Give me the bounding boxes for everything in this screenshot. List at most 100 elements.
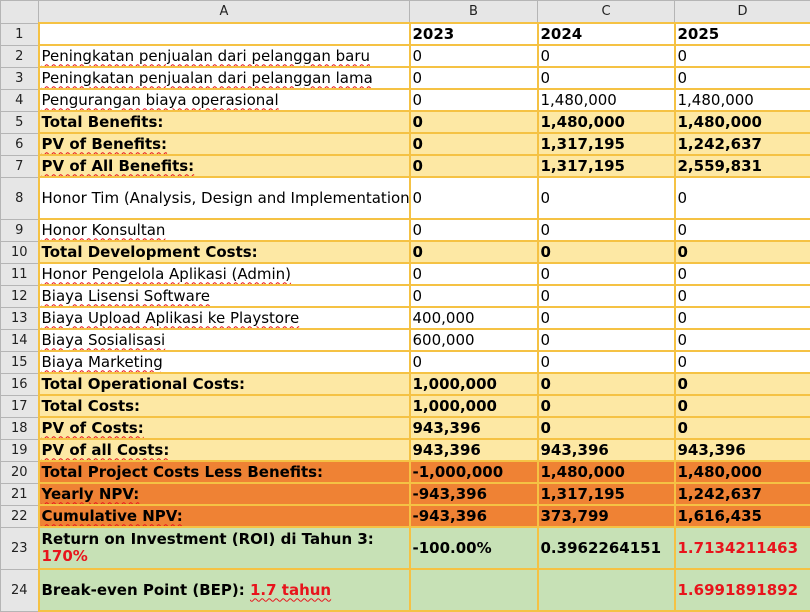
cell-b8[interactable]: 0 <box>410 177 538 219</box>
row-header[interactable]: 3 <box>1 67 39 89</box>
cell-d24[interactable]: 1.6991891892 <box>675 569 810 611</box>
row-header[interactable]: 6 <box>1 133 39 155</box>
cell-c12[interactable]: 0 <box>538 285 675 307</box>
cell-a19[interactable]: PV of all Costs: <box>39 439 410 461</box>
cell-c7[interactable]: 1,317,195 <box>538 155 675 177</box>
cell-c6[interactable]: 1,317,195 <box>538 133 675 155</box>
row-header[interactable]: 5 <box>1 111 39 133</box>
cell-b17[interactable]: 1,000,000 <box>410 395 538 417</box>
cell-a18[interactable]: PV of Costs: <box>39 417 410 439</box>
row-header[interactable]: 13 <box>1 307 39 329</box>
cell-d8[interactable]: 0 <box>675 177 810 219</box>
cell-c8[interactable]: 0 <box>538 177 675 219</box>
cell-c16[interactable]: 0 <box>538 373 675 395</box>
cell-c2[interactable]: 0 <box>538 45 675 67</box>
row-header[interactable]: 2 <box>1 45 39 67</box>
cell-b16[interactable]: 1,000,000 <box>410 373 538 395</box>
cell-d18[interactable]: 0 <box>675 417 810 439</box>
cell-d9[interactable]: 0 <box>675 219 810 241</box>
row-header[interactable]: 1 <box>1 23 39 45</box>
cell-c9[interactable]: 0 <box>538 219 675 241</box>
cell-c19[interactable]: 943,396 <box>538 439 675 461</box>
cell-c1[interactable]: 2024 <box>538 23 675 45</box>
row-header[interactable]: 14 <box>1 329 39 351</box>
cell-b7[interactable]: 0 <box>410 155 538 177</box>
cell-a7[interactable]: PV of All Benefits: <box>39 155 410 177</box>
cell-c20[interactable]: 1,480,000 <box>538 461 675 483</box>
cell-a17[interactable]: Total Costs: <box>39 395 410 417</box>
cell-a22[interactable]: Cumulative NPV: <box>39 505 410 527</box>
cell-a9[interactable]: Honor Konsultan <box>39 219 410 241</box>
cell-d3[interactable]: 0 <box>675 67 810 89</box>
row-header[interactable]: 15 <box>1 351 39 373</box>
row-header[interactable]: 4 <box>1 89 39 111</box>
cell-c24[interactable] <box>538 569 675 611</box>
cell-a8[interactable]: Honor Tim (Analysis, Design and Implemen… <box>39 177 410 219</box>
row-header[interactable]: 7 <box>1 155 39 177</box>
cell-a11[interactable]: Honor Pengelola Aplikasi (Admin) <box>39 263 410 285</box>
cell-d7[interactable]: 2,559,831 <box>675 155 810 177</box>
cell-d15[interactable]: 0 <box>675 351 810 373</box>
cell-d12[interactable]: 0 <box>675 285 810 307</box>
cell-c22[interactable]: 373,799 <box>538 505 675 527</box>
row-header[interactable]: 16 <box>1 373 39 395</box>
cell-c11[interactable]: 0 <box>538 263 675 285</box>
cell-b19[interactable]: 943,396 <box>410 439 538 461</box>
cell-c15[interactable]: 0 <box>538 351 675 373</box>
select-all-corner[interactable] <box>1 1 39 24</box>
cell-c3[interactable]: 0 <box>538 67 675 89</box>
cell-b20[interactable]: -1,000,000 <box>410 461 538 483</box>
cell-b14[interactable]: 600,000 <box>410 329 538 351</box>
row-header[interactable]: 19 <box>1 439 39 461</box>
cell-c5[interactable]: 1,480,000 <box>538 111 675 133</box>
cell-b9[interactable]: 0 <box>410 219 538 241</box>
row-header[interactable]: 10 <box>1 241 39 263</box>
cell-c21[interactable]: 1,317,195 <box>538 483 675 505</box>
column-header-b[interactable]: B <box>410 1 538 24</box>
cell-b11[interactable]: 0 <box>410 263 538 285</box>
cell-d2[interactable]: 0 <box>675 45 810 67</box>
cell-b3[interactable]: 0 <box>410 67 538 89</box>
cell-b24[interactable] <box>410 569 538 611</box>
row-header[interactable]: 23 <box>1 527 39 569</box>
cell-b12[interactable]: 0 <box>410 285 538 307</box>
cell-d17[interactable]: 0 <box>675 395 810 417</box>
cell-c13[interactable]: 0 <box>538 307 675 329</box>
cell-b10[interactable]: 0 <box>410 241 538 263</box>
cell-c14[interactable]: 0 <box>538 329 675 351</box>
cell-a15[interactable]: Biaya Marketing <box>39 351 410 373</box>
cell-a3[interactable]: Peningkatan penjualan dari pelanggan lam… <box>39 67 410 89</box>
row-header[interactable]: 11 <box>1 263 39 285</box>
row-header[interactable]: 21 <box>1 483 39 505</box>
cell-b1[interactable]: 2023 <box>410 23 538 45</box>
cell-c23[interactable]: 0.3962264151 <box>538 527 675 569</box>
cell-a10[interactable]: Total Development Costs: <box>39 241 410 263</box>
row-header[interactable]: 9 <box>1 219 39 241</box>
row-header[interactable]: 8 <box>1 177 39 219</box>
cell-d5[interactable]: 1,480,000 <box>675 111 810 133</box>
cell-b22[interactable]: -943,396 <box>410 505 538 527</box>
cell-b18[interactable]: 943,396 <box>410 417 538 439</box>
cell-d11[interactable]: 0 <box>675 263 810 285</box>
cell-a14[interactable]: Biaya Sosialisasi <box>39 329 410 351</box>
cell-a24[interactable]: Break-even Point (BEP): 1.7 tahun <box>39 569 410 611</box>
cell-a6[interactable]: PV of Benefits: <box>39 133 410 155</box>
row-header[interactable]: 12 <box>1 285 39 307</box>
cell-d6[interactable]: 1,242,637 <box>675 133 810 155</box>
cell-b4[interactable]: 0 <box>410 89 538 111</box>
cell-b21[interactable]: -943,396 <box>410 483 538 505</box>
cell-c17[interactable]: 0 <box>538 395 675 417</box>
cell-b15[interactable]: 0 <box>410 351 538 373</box>
cell-a23[interactable]: Return on Investment (ROI) di Tahun 3:17… <box>39 527 410 569</box>
cell-b6[interactable]: 0 <box>410 133 538 155</box>
cell-d4[interactable]: 1,480,000 <box>675 89 810 111</box>
row-header[interactable]: 24 <box>1 569 39 611</box>
cell-a1[interactable] <box>39 23 410 45</box>
column-header-d[interactable]: D <box>675 1 810 24</box>
cell-a16[interactable]: Total Operational Costs: <box>39 373 410 395</box>
cell-d23[interactable]: 1.7134211463 <box>675 527 810 569</box>
cell-b5[interactable]: 0 <box>410 111 538 133</box>
cell-d14[interactable]: 0 <box>675 329 810 351</box>
cell-a21[interactable]: Yearly NPV: <box>39 483 410 505</box>
row-header[interactable]: 18 <box>1 417 39 439</box>
